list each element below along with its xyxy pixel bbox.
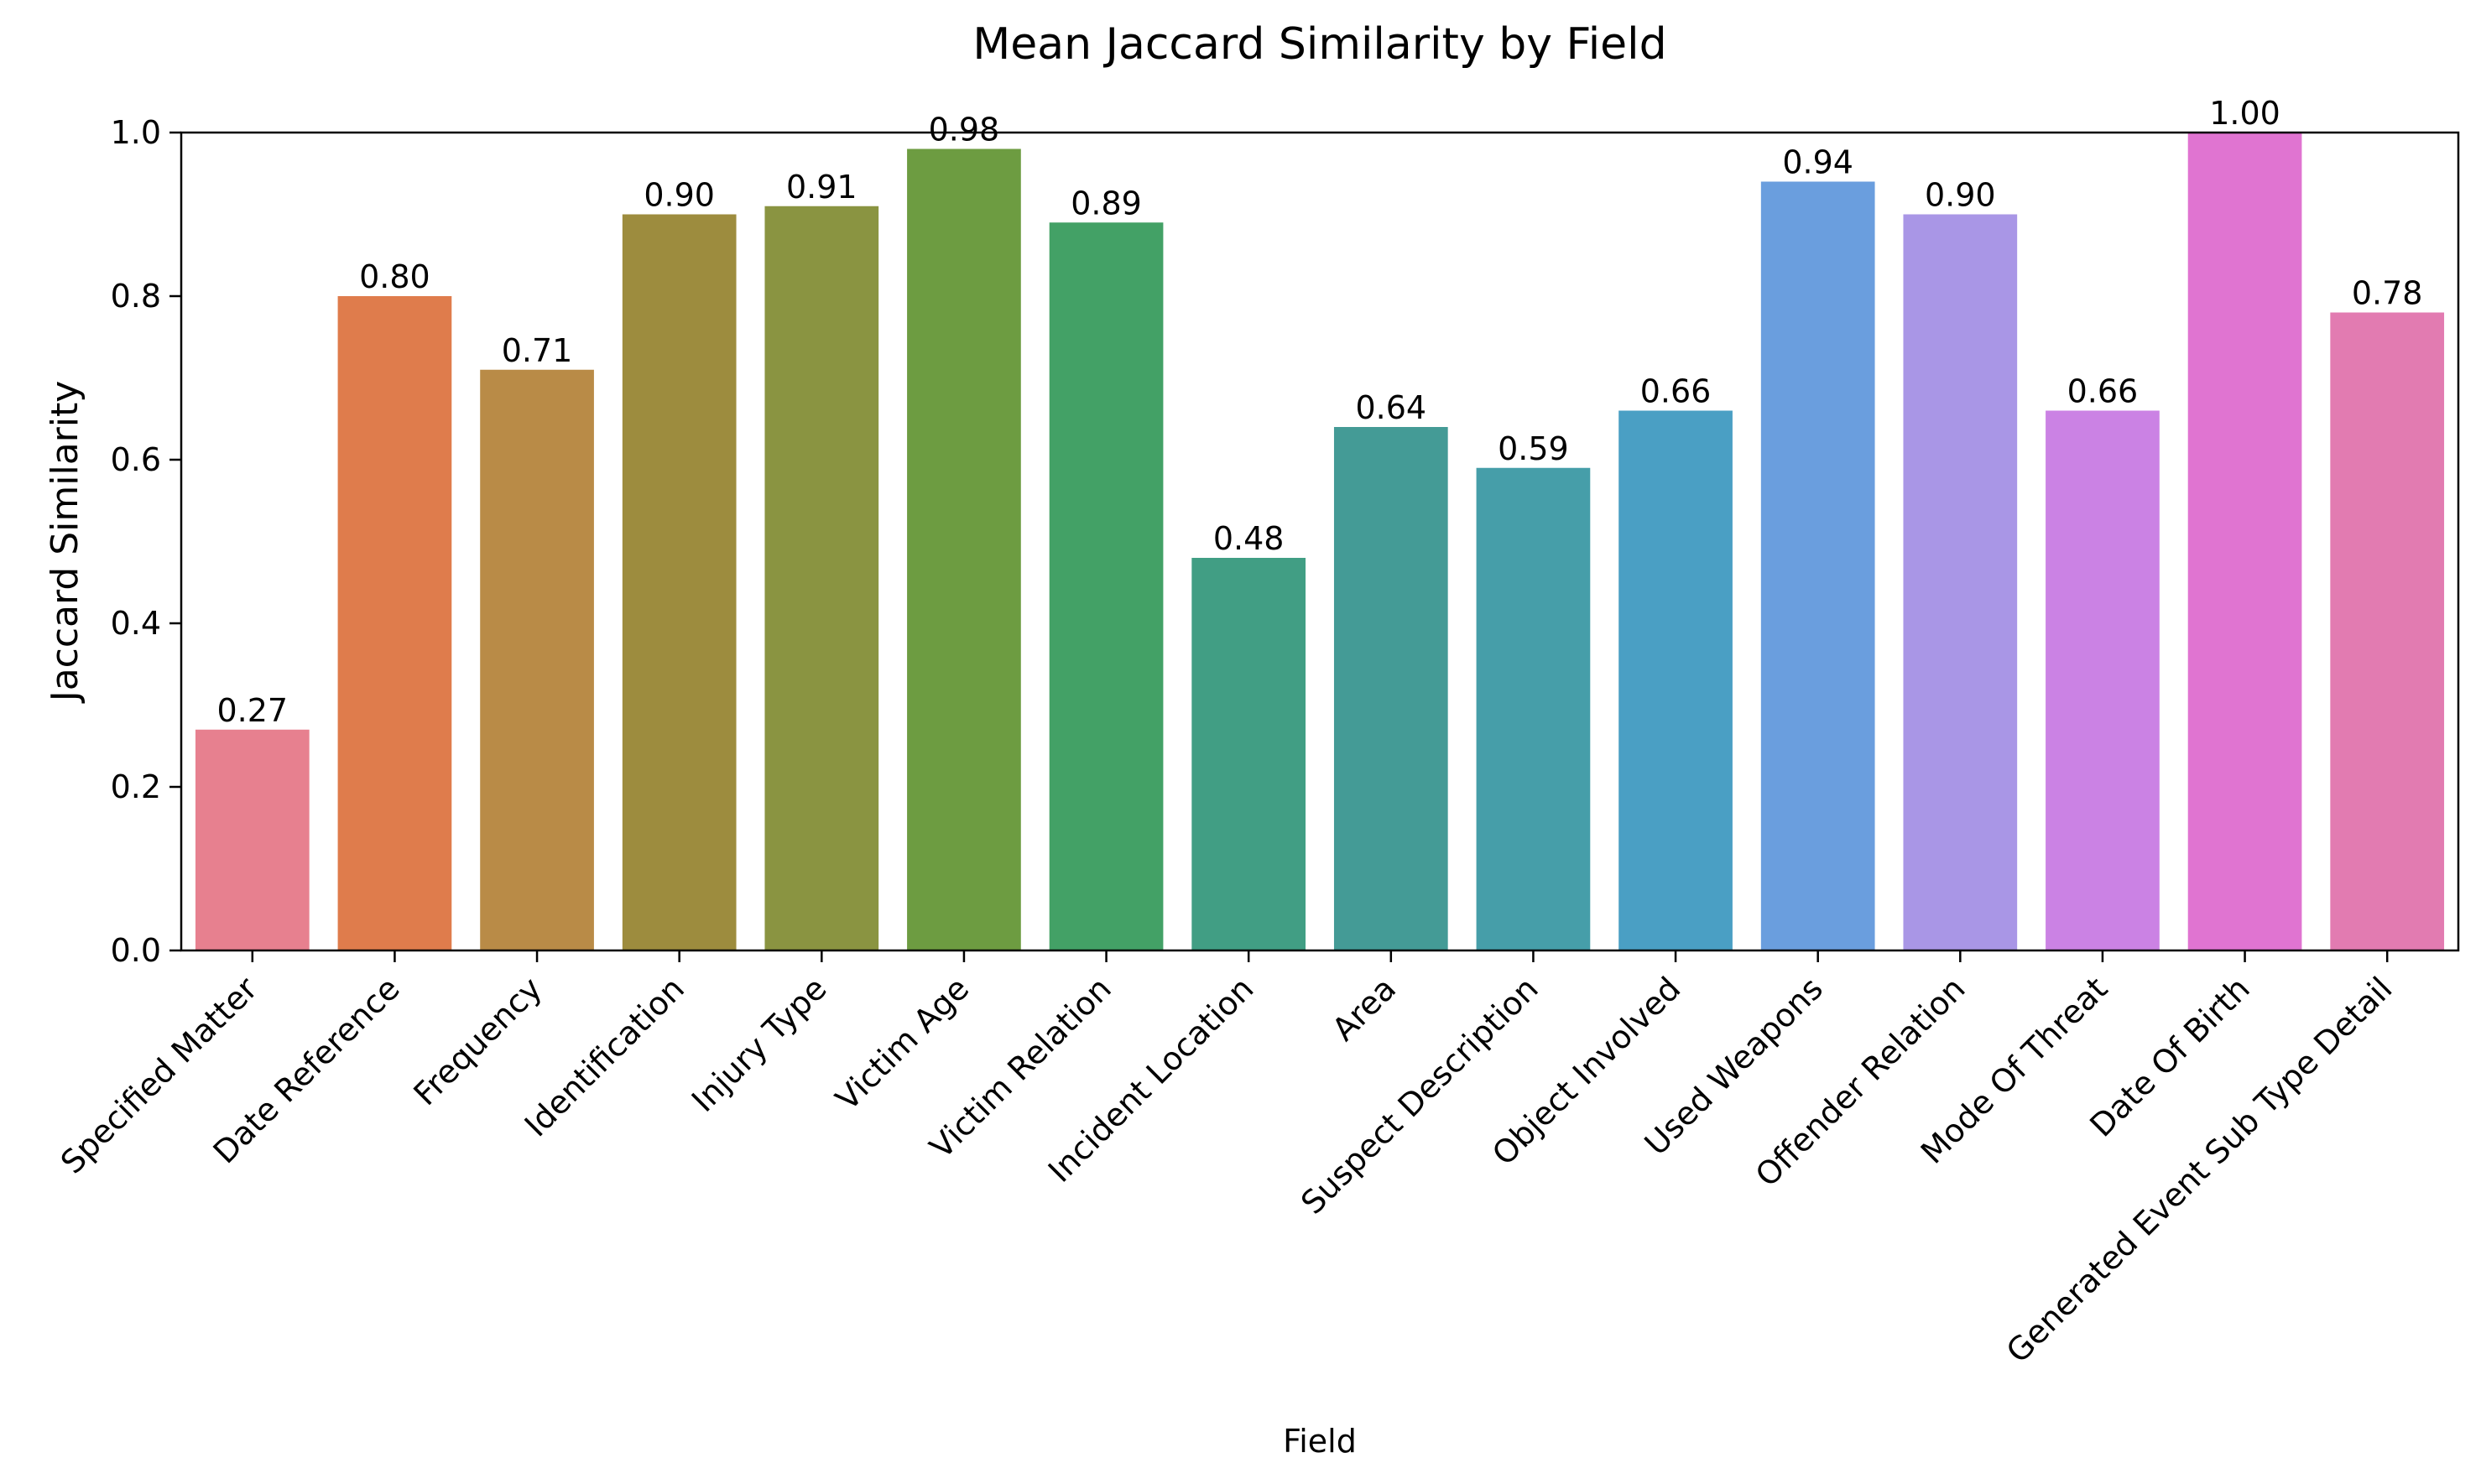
bar-frequency [480, 369, 594, 950]
bar-incident-location [1191, 558, 1306, 950]
bar-value-label-incident-location: 0.48 [1213, 520, 1285, 557]
x-tick-label-area: Area [1325, 970, 1403, 1048]
bar-mode-of-threat [2046, 410, 2160, 950]
bar-date-of-birth [2187, 133, 2302, 950]
x-tick-label-suspect-description: Suspect Description [1294, 970, 1545, 1221]
bar-value-label-suspect-description: 0.59 [1498, 430, 1569, 467]
y-tick-label: 0.8 [111, 278, 161, 315]
x-tick-label-injury-type: Injury Type [685, 970, 834, 1119]
bar-value-label-injury-type: 0.91 [786, 169, 857, 206]
bar-injury-type [764, 206, 879, 950]
bar-object-involved [1618, 410, 1733, 950]
y-tick-label: 0.0 [111, 932, 161, 969]
bar-value-label-date-reference: 0.80 [359, 258, 430, 295]
bar-used-weapons [1760, 181, 1875, 950]
bars-group [195, 133, 2445, 950]
bar-value-label-identification: 0.90 [644, 177, 715, 214]
y-axis-label: Jaccard Similarity [44, 381, 86, 705]
bar-value-label-date-of-birth: 1.00 [2209, 95, 2280, 132]
bar-value-label-frequency: 0.71 [502, 332, 573, 369]
bar-value-label-mode-of-threat: 0.66 [2067, 373, 2139, 410]
bar-area [1333, 427, 1448, 950]
y-tick-label: 1.0 [111, 114, 161, 151]
y-tick-label: 0.2 [111, 768, 161, 805]
bar-date-reference [337, 296, 452, 950]
bar-offender-relation [1903, 214, 2018, 950]
bar-victim-age [907, 148, 1021, 950]
bar-victim-relation [1049, 222, 1164, 950]
bar-identification [622, 214, 737, 950]
bar-value-labels: 0.27 0.80 0.71 0.90 0.91 0.98 0.89 0.48 0.64 0.59… [217, 95, 2423, 729]
bar-value-label-area: 0.64 [1356, 389, 1427, 426]
x-tick-label-victim-age: Victim Age [828, 970, 976, 1117]
bar-generated-event-sub-type-detail [2330, 312, 2445, 950]
y-tick-label: 0.6 [111, 441, 161, 478]
bar-suspect-description [1476, 467, 1591, 950]
bar-value-label-offender-relation: 0.90 [1925, 177, 1996, 214]
x-axis-label: Field [1283, 1423, 1357, 1460]
bar-value-label-used-weapons: 0.94 [1782, 144, 1853, 181]
bar-value-label-victim-relation: 0.89 [1071, 185, 1142, 221]
plot-frame [180, 131, 2460, 952]
bar-value-label-victim-age: 0.98 [929, 112, 1000, 148]
bar-value-label-object-involved: 0.66 [1640, 373, 1712, 410]
x-tick-label-frequency: Frequency [406, 970, 549, 1112]
y-axis: 0.0 0.2 0.4 0.6 0.8 1.0 [111, 114, 181, 969]
bar-value-label-generated-event-sub-type-detail: 0.78 [2352, 275, 2423, 312]
bar-value-label-specified-matter: 0.27 [217, 692, 289, 729]
chart-title: Mean Jaccard Similarity by Field [972, 19, 1666, 70]
y-tick-label: 0.4 [111, 605, 161, 642]
bar-specified-matter [195, 729, 310, 950]
